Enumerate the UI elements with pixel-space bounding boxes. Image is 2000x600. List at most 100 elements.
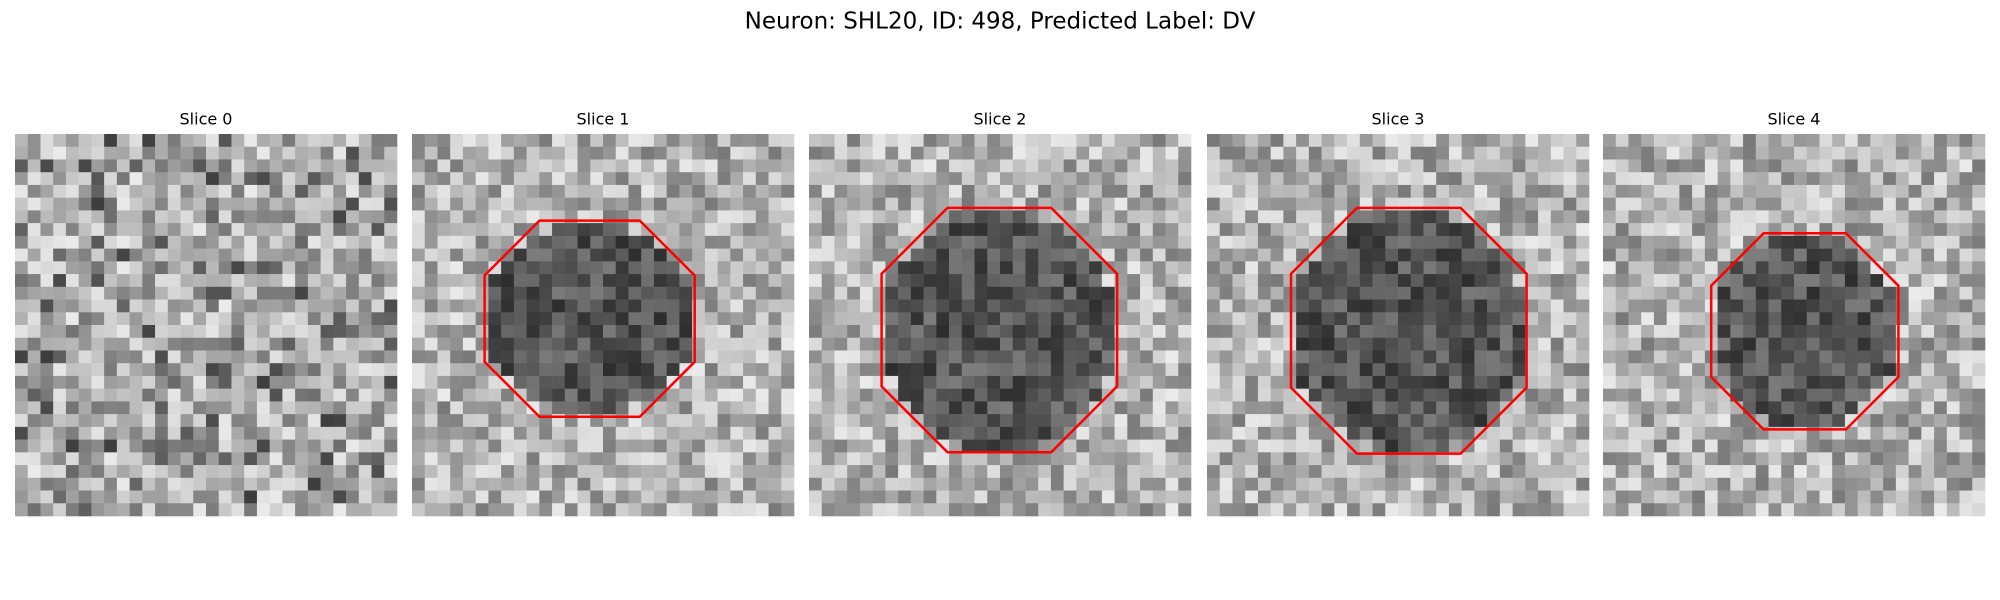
pixel: [1730, 159, 1744, 173]
pixel: [167, 375, 181, 389]
pixel: [768, 503, 782, 517]
pixel: [1232, 350, 1246, 364]
pixel: [450, 286, 464, 300]
pixel: [1768, 388, 1782, 402]
pixel: [193, 146, 207, 160]
pixel: [1385, 375, 1399, 389]
pixel: [1794, 414, 1808, 428]
pixel: [1410, 503, 1424, 517]
pixel: [282, 134, 296, 148]
pixel: [1076, 401, 1090, 415]
pixel: [1603, 159, 1617, 173]
pixel: [78, 388, 92, 402]
pixel: [974, 134, 988, 148]
pixel: [27, 286, 41, 300]
pixel: [1550, 490, 1564, 504]
pixel: [1089, 426, 1103, 440]
pixel: [936, 274, 950, 288]
pixel: [1576, 477, 1590, 491]
pixel: [167, 388, 181, 402]
pixel: [218, 401, 232, 415]
pixel: [564, 134, 578, 148]
pixel: [1972, 477, 1986, 491]
pixel: [78, 197, 92, 211]
pixel: [974, 490, 988, 504]
pixel: [333, 286, 347, 300]
pixel: [755, 172, 769, 186]
pixel: [1870, 388, 1884, 402]
pixel: [859, 401, 873, 415]
pixel: [1768, 235, 1782, 249]
pixel: [346, 375, 360, 389]
pixel: [513, 299, 527, 313]
pixel: [987, 286, 1001, 300]
pixel: [679, 350, 693, 364]
pixel: [603, 146, 617, 160]
pixel: [1768, 465, 1782, 479]
pixel: [1628, 426, 1642, 440]
pixel: [1908, 401, 1922, 415]
pixel: [244, 465, 258, 479]
pixel: [1959, 490, 1973, 504]
pixel: [1666, 312, 1680, 326]
pixel: [40, 197, 54, 211]
pixel: [974, 274, 988, 288]
pixel: [15, 465, 29, 479]
pixel: [743, 439, 757, 453]
pixel: [1050, 325, 1064, 339]
pixel: [936, 210, 950, 224]
pixel: [1347, 414, 1361, 428]
pixel: [1474, 452, 1488, 466]
pixel: [1692, 439, 1706, 453]
pixel: [898, 197, 912, 211]
pixel: [628, 172, 642, 186]
pixel: [1883, 286, 1897, 300]
pixel: [974, 248, 988, 262]
pixel: [590, 375, 604, 389]
pixel: [526, 439, 540, 453]
pixel: [1870, 197, 1884, 211]
pixel: [129, 184, 143, 198]
pixel: [615, 337, 629, 351]
pixel: [1576, 325, 1590, 339]
pixel: [450, 439, 464, 453]
pixel: [577, 350, 591, 364]
pixel: [666, 235, 680, 249]
pixel: [1806, 274, 1820, 288]
pixel: [1857, 465, 1871, 479]
pixel: [513, 426, 527, 440]
pixel: [1334, 159, 1348, 173]
pixel: [1844, 184, 1858, 198]
pixel: [859, 388, 873, 402]
pixel: [859, 286, 873, 300]
pixel: [987, 299, 1001, 313]
pixel: [1615, 159, 1629, 173]
pixel: [1114, 465, 1128, 479]
pixel: [1679, 325, 1693, 339]
pixel: [1692, 337, 1706, 351]
pixel: [65, 248, 79, 262]
pixel: [1870, 210, 1884, 224]
pixel: [768, 172, 782, 186]
pixel: [1232, 490, 1246, 504]
pixel: [1512, 172, 1526, 186]
pixel: [577, 503, 591, 517]
pixel: [539, 363, 553, 377]
pixel: [1832, 312, 1846, 326]
pixel: [1385, 439, 1399, 453]
pixel: [1499, 490, 1513, 504]
pixel: [641, 350, 655, 364]
pixel: [1857, 452, 1871, 466]
pixel: [1628, 325, 1642, 339]
pixel: [282, 261, 296, 275]
pixel: [244, 159, 258, 173]
pixel: [704, 248, 718, 262]
pixel: [974, 299, 988, 313]
pixel: [155, 197, 169, 211]
pixel: [1474, 235, 1488, 249]
pixel: [1207, 401, 1221, 415]
pixel: [615, 388, 629, 402]
pixel: [193, 388, 207, 402]
pixel: [15, 414, 29, 428]
pixel: [1832, 274, 1846, 288]
